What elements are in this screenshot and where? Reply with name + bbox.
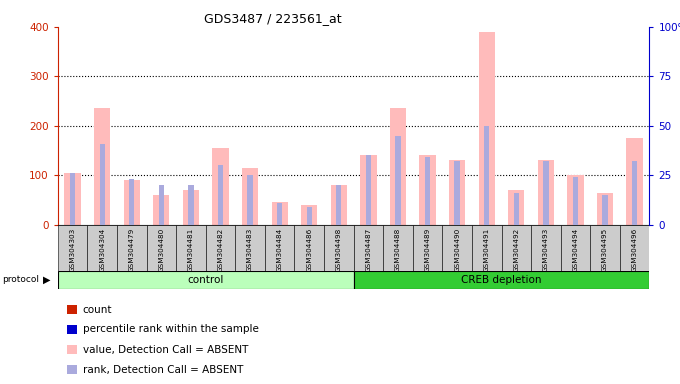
Bar — [158, 185, 164, 225]
Bar — [271, 202, 288, 225]
Bar — [67, 325, 78, 334]
Bar — [212, 148, 228, 225]
Text: GSM304493: GSM304493 — [543, 228, 549, 272]
Text: CREB depletion: CREB depletion — [461, 275, 542, 285]
Bar — [67, 366, 78, 374]
Bar — [567, 175, 583, 225]
Bar — [543, 161, 549, 225]
Bar — [94, 108, 110, 225]
Bar — [218, 166, 223, 225]
Bar — [307, 207, 312, 225]
Bar — [99, 144, 105, 225]
Text: ▶: ▶ — [43, 275, 50, 285]
Text: GSM304491: GSM304491 — [483, 228, 490, 272]
Bar — [324, 225, 354, 271]
Bar — [206, 225, 235, 271]
Bar — [472, 225, 502, 271]
Bar — [420, 156, 436, 225]
Bar — [425, 157, 430, 225]
Bar — [176, 225, 206, 271]
Bar — [508, 190, 524, 225]
Bar — [294, 225, 324, 271]
Bar — [242, 168, 258, 225]
Bar — [538, 161, 554, 225]
Text: GSM304490: GSM304490 — [454, 228, 460, 272]
Text: GSM304303: GSM304303 — [69, 228, 75, 272]
Bar — [58, 271, 354, 289]
Text: GSM304482: GSM304482 — [218, 228, 224, 272]
Bar — [590, 225, 620, 271]
Bar — [67, 345, 78, 354]
Text: value, Detection Call = ABSENT: value, Detection Call = ABSENT — [83, 344, 248, 354]
Text: GSM304484: GSM304484 — [277, 228, 283, 272]
Bar — [129, 179, 135, 225]
Bar — [626, 138, 643, 225]
Bar — [443, 225, 472, 271]
Bar — [70, 173, 75, 225]
Bar — [384, 225, 413, 271]
Bar — [336, 185, 341, 225]
Text: GSM304479: GSM304479 — [129, 228, 135, 272]
Text: GDS3487 / 223561_at: GDS3487 / 223561_at — [204, 12, 341, 25]
Bar — [632, 161, 637, 225]
Bar — [153, 195, 169, 225]
Bar — [395, 136, 401, 225]
Bar — [413, 225, 442, 271]
Bar — [502, 225, 531, 271]
Bar — [330, 185, 347, 225]
Text: GSM304488: GSM304488 — [395, 228, 401, 272]
Bar — [265, 225, 294, 271]
Text: GSM304494: GSM304494 — [573, 228, 579, 272]
Bar — [531, 225, 561, 271]
Text: GSM304496: GSM304496 — [632, 228, 638, 272]
Bar — [354, 225, 384, 271]
Text: GSM304487: GSM304487 — [365, 228, 371, 272]
Text: GSM304489: GSM304489 — [424, 228, 430, 272]
Text: protocol: protocol — [2, 275, 39, 285]
Text: percentile rank within the sample: percentile rank within the sample — [83, 324, 258, 334]
Text: control: control — [188, 275, 224, 285]
Bar — [87, 225, 117, 271]
Bar — [479, 32, 495, 225]
Text: rank, Detection Call = ABSENT: rank, Detection Call = ABSENT — [83, 365, 243, 375]
Bar — [235, 225, 265, 271]
Bar — [513, 193, 519, 225]
Bar — [484, 126, 490, 225]
Bar — [390, 108, 406, 225]
Text: GSM304486: GSM304486 — [306, 228, 312, 272]
Bar — [65, 173, 81, 225]
Bar — [354, 271, 649, 289]
Bar — [248, 175, 253, 225]
Bar — [561, 225, 590, 271]
Text: GSM304304: GSM304304 — [99, 228, 105, 272]
Text: GSM304492: GSM304492 — [513, 228, 520, 272]
Bar — [67, 305, 78, 314]
Text: GSM304498: GSM304498 — [336, 228, 342, 272]
Bar — [188, 185, 194, 225]
Text: count: count — [83, 305, 112, 315]
Bar — [454, 161, 460, 225]
Bar — [366, 156, 371, 225]
Text: GSM304480: GSM304480 — [158, 228, 165, 272]
Bar — [301, 205, 318, 225]
Bar — [597, 192, 613, 225]
Bar — [117, 225, 147, 271]
Text: GSM304481: GSM304481 — [188, 228, 194, 272]
Bar — [183, 190, 199, 225]
Bar — [620, 225, 649, 271]
Bar — [449, 161, 465, 225]
Bar — [602, 195, 608, 225]
Bar — [360, 156, 377, 225]
Text: GSM304495: GSM304495 — [602, 228, 608, 272]
Bar — [573, 177, 578, 225]
Bar — [124, 180, 140, 225]
Bar — [58, 225, 87, 271]
Bar — [147, 225, 176, 271]
Bar — [277, 203, 282, 225]
Text: GSM304483: GSM304483 — [247, 228, 253, 272]
